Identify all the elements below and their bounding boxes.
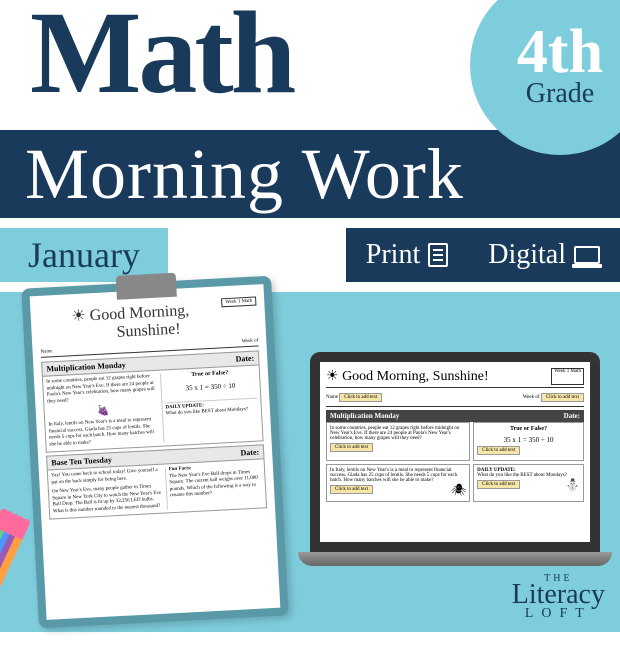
equation: 35 x 1 = 350 ÷ 10 [164, 380, 257, 394]
digital-greeting: ☀ Good Morning, Sunshine! [326, 368, 489, 385]
tags-row: January Print Digital [0, 218, 620, 292]
digital-label: Digital [488, 239, 566, 271]
laptop-preview: ☀ Good Morning, Sunshine! Week 1 Math Na… [310, 352, 600, 566]
document-icon [428, 243, 448, 267]
digital-problem-b: In Italy, lentils on New Year's is a mea… [326, 464, 470, 502]
tf-label: True or False? [164, 369, 257, 382]
digital-worksheet: ☀ Good Morning, Sunshine! Week 1 Math Na… [320, 362, 590, 542]
worksheet-paper: Week 1 Math ☀ Good Morning, Sunshine! Na… [30, 284, 281, 620]
problem-2: On New Year's Eve, many people gather in… [52, 484, 164, 516]
name-field: Name [40, 349, 52, 355]
problem-1a: In some countries, people eat 12 grapes … [46, 374, 158, 406]
week-badge: Week 1 Math [221, 297, 256, 308]
week-field: Week of [242, 338, 259, 344]
preview-section: Week 1 Math ☀ Good Morning, Sunshine! Na… [0, 292, 620, 632]
pencils-decoration [0, 507, 29, 651]
grade-number: 4th [517, 21, 603, 83]
print-label: Print [366, 239, 420, 271]
digital-tf: True or False? 35 x 1 = 350 ÷ 10 Click t… [473, 422, 584, 461]
tf-btn[interactable]: Click to add text [477, 446, 520, 455]
header-section: Math 4th Grade [0, 0, 620, 130]
digital-daily: DAILY UPDATE: What do you like the BEST … [473, 464, 584, 502]
fun-text: The New Year's Eve Ball drops in Times S… [169, 469, 262, 500]
laptop-icon [574, 246, 600, 264]
digital-problem-a: In some countries, people eat 12 grapes … [326, 422, 470, 461]
logo-main: Literacy [512, 584, 605, 606]
answer-btn-1[interactable]: Click to add text [330, 443, 373, 452]
print-tag: Print [346, 228, 468, 282]
name-input-btn[interactable]: Click to add text [339, 393, 382, 402]
week-input-btn[interactable]: Click to add text [541, 393, 584, 402]
main-title: Math [30, 0, 293, 121]
laptop-base [298, 552, 612, 566]
digital-section-header: Multiplication Monday Date: [326, 410, 584, 422]
clipboard-clip [116, 273, 177, 300]
digital-tag: Digital [468, 228, 620, 282]
grade-label: Grade [526, 78, 594, 110]
daily-btn[interactable]: Click to add text [477, 480, 520, 489]
brand-logo: THE Literacy LOFT [512, 573, 605, 622]
clipboard-preview: Week 1 Math ☀ Good Morning, Sunshine! Na… [21, 276, 288, 629]
monday-body: In some countries, people eat 12 grapes … [42, 365, 264, 452]
tuesday-body: Yay! You came back to school today! Give… [47, 459, 267, 519]
problem-1b: In Italy, lentils on New Year's is a mea… [48, 417, 160, 449]
answer-btn-2[interactable]: Click to add text [330, 485, 373, 494]
digital-badge: Week 1 Math [551, 368, 584, 385]
